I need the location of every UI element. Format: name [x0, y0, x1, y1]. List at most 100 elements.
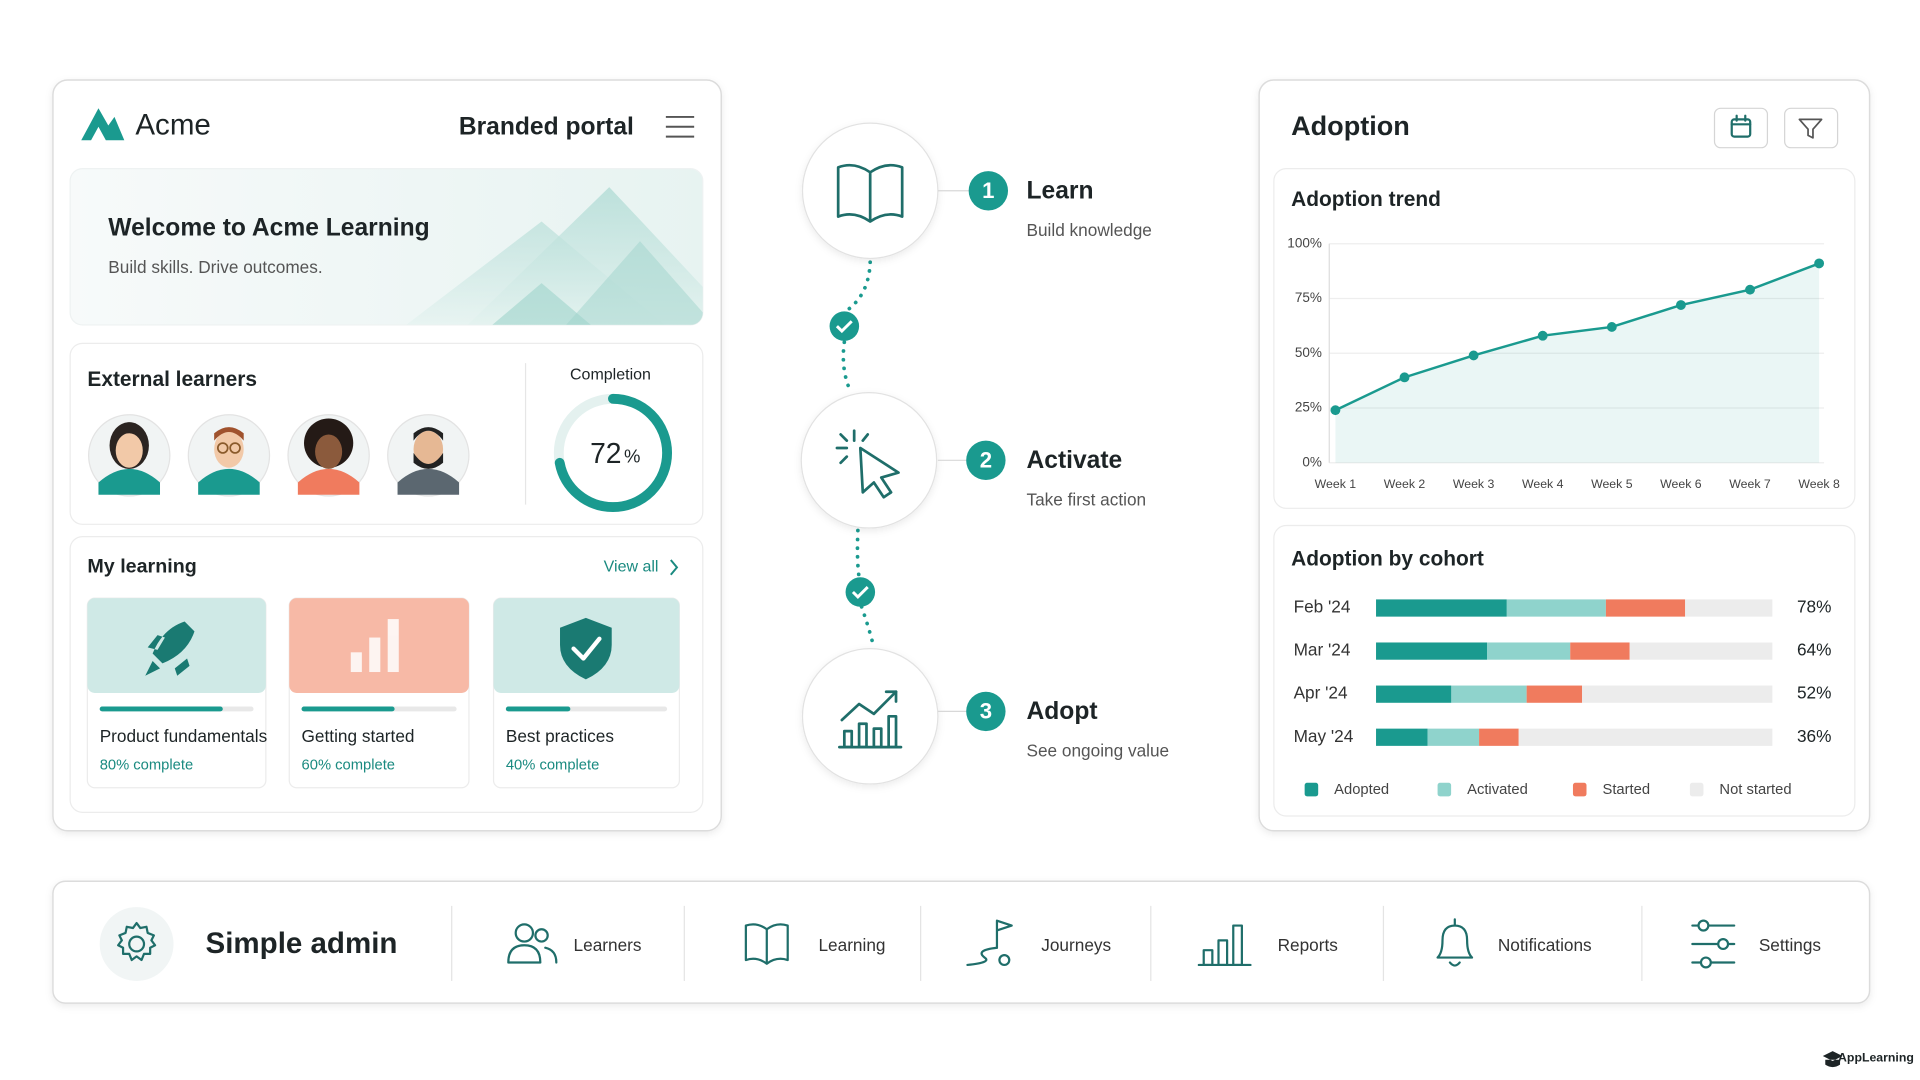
- view-all-link[interactable]: View all: [604, 559, 659, 576]
- donut-title: Completion: [570, 367, 651, 384]
- x-tick-label: Week 3: [1453, 477, 1495, 491]
- completion-donut: Completion 72%: [553, 367, 673, 513]
- cohort-chart: Adoption by cohort Feb '24 78% Mar '24 64% Ap…: [1291, 548, 1831, 799]
- x-tick-label: Week 7: [1729, 477, 1771, 491]
- course-name: Best practices: [506, 726, 614, 746]
- step-circle: [801, 648, 939, 785]
- shield-icon: [560, 617, 612, 680]
- bar-segment: [1629, 642, 1773, 660]
- nav-item[interactable]: Reports: [1278, 935, 1338, 955]
- legend-swatch: [1689, 782, 1704, 797]
- nav-dividers: [451, 905, 1643, 981]
- avatar[interactable]: [287, 414, 370, 497]
- bar-segment: [1376, 728, 1428, 746]
- course-progress-label: 60% complete: [302, 757, 395, 773]
- point: [1745, 284, 1755, 295]
- avatar[interactable]: [387, 414, 470, 497]
- point: [1468, 350, 1479, 361]
- x-tick-label: Week 4: [1522, 477, 1564, 491]
- nav-item[interactable]: Journeys: [1041, 935, 1111, 955]
- progress-fill: [301, 706, 395, 712]
- x-tick-label: Week 8: [1798, 477, 1840, 491]
- nav-title: Simple admin: [206, 927, 398, 960]
- step-title: Learn: [1026, 178, 1093, 205]
- scene: Acme Branded portal Welcome to Acme Lear…: [52, 79, 1914, 1068]
- bar-segment: [1518, 728, 1773, 746]
- bar-segment: [1487, 642, 1571, 660]
- legend-label: Started: [1603, 782, 1651, 798]
- learners-icon: [507, 923, 558, 964]
- reports-icon: [1197, 924, 1252, 967]
- calendar-button[interactable]: [1713, 107, 1769, 149]
- learners-title: External learners: [87, 368, 257, 391]
- footer-brand: AppLearning: [1838, 1051, 1914, 1065]
- x-tick-label: Week 1: [1315, 477, 1357, 491]
- step-badge: [966, 440, 1006, 481]
- bar-segment: [1376, 599, 1507, 617]
- calendar-icon: [1730, 114, 1752, 138]
- category-label: May '24: [1294, 726, 1354, 746]
- check: [571, 636, 602, 661]
- legend-label: Activated: [1467, 782, 1528, 798]
- legend-label: Not started: [1719, 782, 1791, 798]
- menu-button[interactable]: [665, 115, 695, 138]
- donut-value: 72: [590, 437, 621, 469]
- mountains: [406, 187, 703, 325]
- step-number: 3: [980, 698, 992, 723]
- nav-item[interactable]: Learners: [574, 935, 642, 955]
- y-tick-label: 100%: [1287, 235, 1322, 250]
- avatar[interactable]: [88, 414, 171, 497]
- x-tick-label: Week 5: [1591, 477, 1633, 491]
- nav-item[interactable]: Settings: [1759, 935, 1821, 955]
- course-progress-label: 80% complete: [100, 757, 193, 773]
- course-progress-label: 40% complete: [506, 757, 599, 773]
- bar-segment: [1479, 728, 1519, 746]
- line: [1334, 262, 1820, 412]
- settings-icon: [1691, 919, 1736, 969]
- y-tick-label: 75%: [1295, 290, 1322, 305]
- point: [1330, 405, 1341, 416]
- step-title: Activate: [1026, 447, 1122, 474]
- x-tick-label: Week 2: [1384, 477, 1426, 491]
- nav-items: Learners Learning Journeys Reports Notificat…: [574, 935, 1821, 955]
- step-subtitle: Take first action: [1026, 489, 1146, 509]
- point: [1814, 258, 1825, 269]
- bars-icon: [350, 619, 399, 673]
- avatar[interactable]: [187, 414, 271, 497]
- adoption-title: Adoption: [1291, 110, 1410, 141]
- course-name: Product fundamentals: [100, 726, 268, 746]
- courses: Product fundamentals 80% complete Getting …: [86, 597, 681, 789]
- legend-swatch: [1437, 782, 1452, 797]
- filter-button[interactable]: [1784, 107, 1839, 149]
- total-label: 64%: [1797, 640, 1831, 660]
- journeys-icon: [966, 919, 1013, 967]
- legend-swatch: [1304, 782, 1319, 797]
- chevron: [670, 559, 679, 576]
- step-title: Adopt: [1026, 698, 1097, 725]
- gear-badge: [99, 907, 174, 981]
- avatars: [88, 414, 470, 497]
- legend-label: Adopted: [1334, 782, 1389, 798]
- trend-panel: [1273, 168, 1856, 509]
- x-tick-label: Week 6: [1660, 477, 1702, 491]
- donut-arc: [553, 393, 673, 513]
- bar-segment: [1570, 642, 1630, 660]
- nav-item[interactable]: Notifications: [1498, 935, 1592, 955]
- step-subtitle: See ongoing value: [1026, 741, 1169, 761]
- connector: [841, 260, 876, 650]
- progress-fill: [505, 706, 571, 712]
- legend-swatch: [1572, 782, 1587, 797]
- nav-item[interactable]: Learning: [818, 935, 885, 955]
- y-tick-label: 0%: [1302, 454, 1322, 469]
- area: [1335, 263, 1820, 463]
- bar-segment: [1427, 728, 1480, 746]
- nav-icons: [507, 918, 1736, 969]
- y-tick-label: 25%: [1295, 400, 1322, 415]
- total-label: 36%: [1797, 726, 1831, 746]
- brand-name: Acme: [135, 109, 210, 142]
- step-circle: [800, 392, 938, 529]
- progress-fill: [99, 706, 223, 712]
- category-label: Feb '24: [1294, 597, 1351, 617]
